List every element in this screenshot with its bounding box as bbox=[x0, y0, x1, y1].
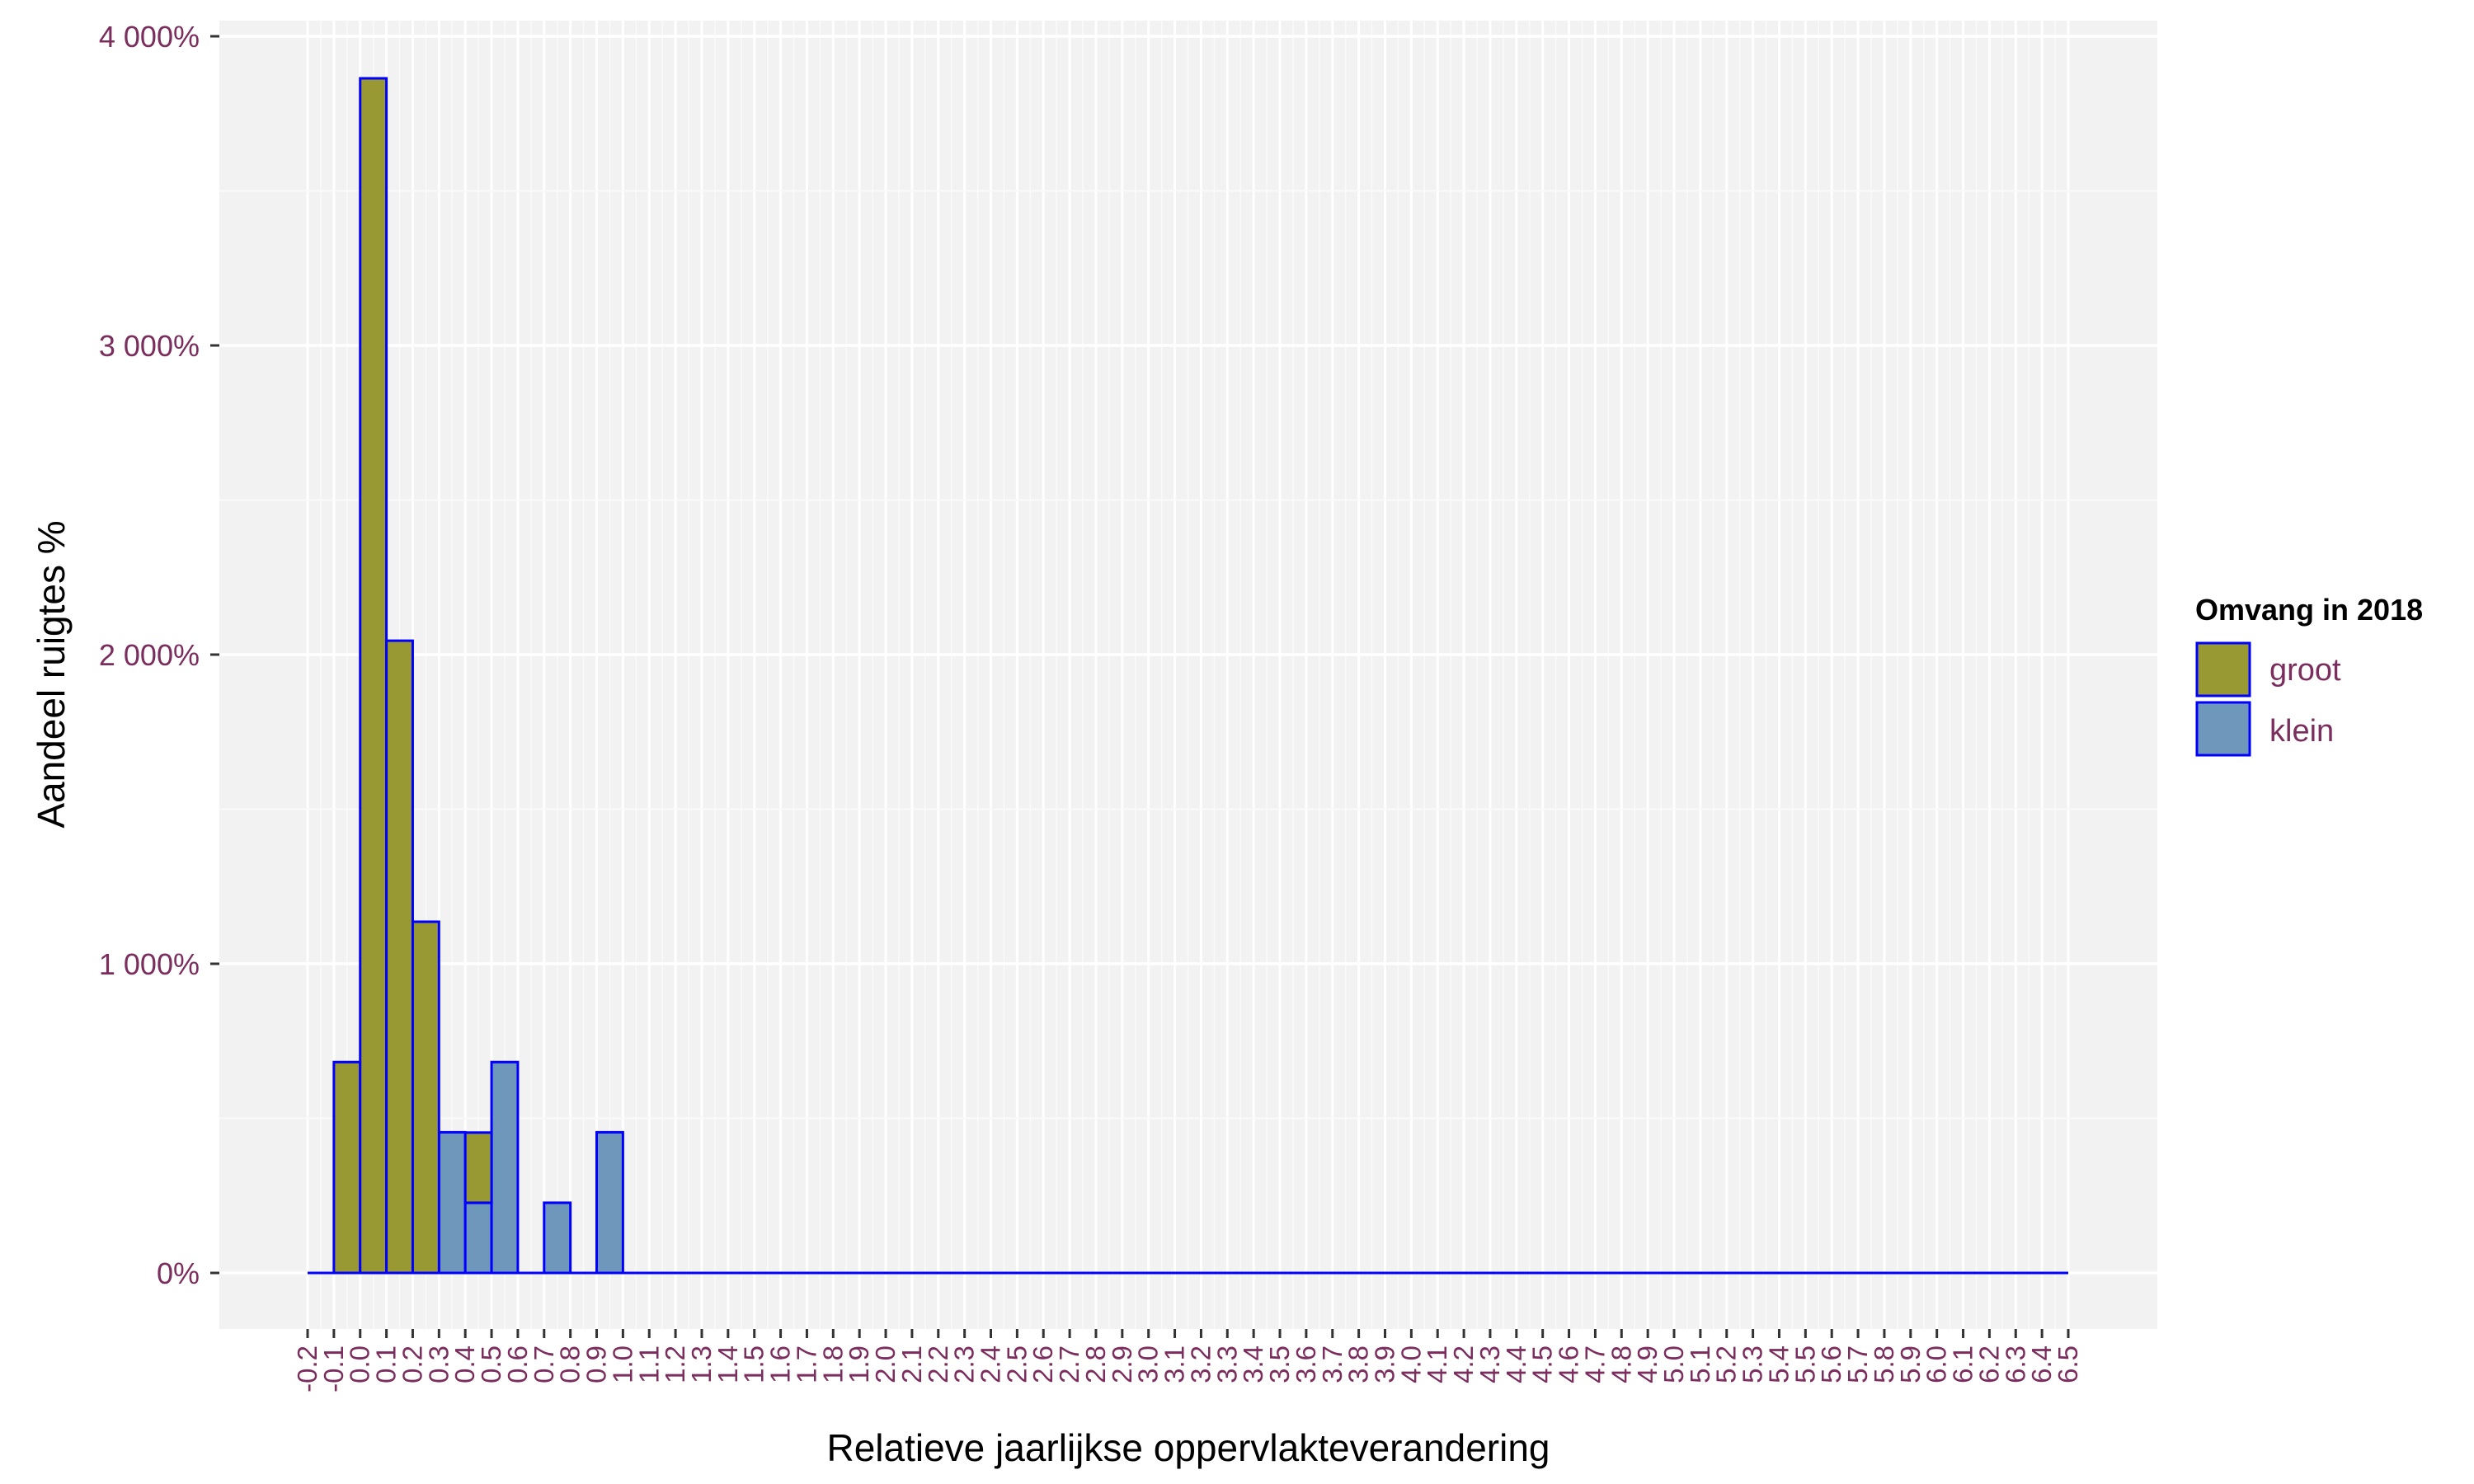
x-tick-label: 1.6 bbox=[765, 1345, 796, 1383]
x-tick-label: 5.7 bbox=[1842, 1345, 1873, 1383]
bar-groot bbox=[359, 77, 388, 1275]
x-tick-label: -0.1 bbox=[318, 1345, 349, 1392]
x-tick-label: 0.5 bbox=[476, 1345, 506, 1383]
axes: 0% 1 000% 2 000% 3 000% 4 000% -0.2-0.10.00.1… bbox=[99, 20, 2083, 1392]
x-tick-label: 0.9 bbox=[581, 1345, 612, 1383]
x-tick-label: 2.3 bbox=[949, 1345, 980, 1383]
x-tick-label: 6.5 bbox=[2053, 1345, 2083, 1383]
x-tick-label: 4.7 bbox=[1579, 1345, 1610, 1383]
x-tick-label: 4.3 bbox=[1475, 1345, 1505, 1383]
x-tick-label: 5.3 bbox=[1738, 1345, 1768, 1383]
x-tick-label: 0.0 bbox=[345, 1345, 375, 1383]
legend-label-groot: groot bbox=[2269, 653, 2341, 688]
x-tick-label: 5.9 bbox=[1895, 1345, 1926, 1383]
x-tick-label: 0.7 bbox=[529, 1345, 559, 1383]
bar-klein bbox=[463, 1201, 493, 1275]
x-tick-label: 3.1 bbox=[1159, 1345, 1190, 1383]
x-tick-label: 5.2 bbox=[1711, 1345, 1742, 1383]
x-tick-label: 1.8 bbox=[817, 1345, 848, 1383]
x-tick-label: 4.9 bbox=[1632, 1345, 1663, 1383]
x-tick-label: 2.7 bbox=[1054, 1345, 1084, 1383]
x-tick-label: 4.0 bbox=[1395, 1345, 1426, 1383]
x-tick-label: 1.3 bbox=[686, 1345, 717, 1383]
x-tick-label: 4.2 bbox=[1448, 1345, 1479, 1383]
bar-klein bbox=[595, 1130, 624, 1275]
bar-groot bbox=[385, 639, 414, 1275]
x-tick-label: 0.1 bbox=[371, 1345, 402, 1383]
x-tick-label: 3.8 bbox=[1343, 1345, 1374, 1383]
bars bbox=[308, 77, 2068, 1275]
x-tick-label: 0.2 bbox=[397, 1345, 427, 1383]
x-tick-label: 6.4 bbox=[2026, 1345, 2057, 1383]
x-tick-label: 3.3 bbox=[1211, 1345, 1242, 1383]
y-axis-title: Aandeel ruigtes % bbox=[30, 520, 73, 828]
x-tick-label: 5.6 bbox=[1816, 1345, 1846, 1383]
x-tick-label: 1.5 bbox=[739, 1345, 769, 1383]
bar-klein bbox=[437, 1130, 467, 1275]
x-tick-label: 2.0 bbox=[870, 1345, 901, 1383]
x-tick-label: 3.7 bbox=[1317, 1345, 1348, 1383]
x-tick-label: 0.8 bbox=[555, 1345, 586, 1383]
x-tick-label: 1.7 bbox=[791, 1345, 821, 1383]
x-tick-label: 1.1 bbox=[633, 1345, 664, 1383]
x-tick-label: 1.4 bbox=[713, 1345, 743, 1383]
x-tick-label: 2.5 bbox=[1001, 1345, 1032, 1383]
legend-key-groot bbox=[2195, 641, 2251, 697]
x-tick-label: 0.3 bbox=[423, 1345, 454, 1383]
x-tick-label: 1.9 bbox=[844, 1345, 874, 1383]
x-tick-label: 2.1 bbox=[896, 1345, 927, 1383]
x-tick-label: 5.1 bbox=[1685, 1345, 1715, 1383]
x-tick-label: 0.4 bbox=[449, 1345, 480, 1383]
x-tick-label: 3.6 bbox=[1291, 1345, 1321, 1383]
x-tick-label: 5.8 bbox=[1869, 1345, 1899, 1383]
x-tick-label: 2.8 bbox=[1080, 1345, 1111, 1383]
bar-klein bbox=[490, 1060, 520, 1275]
x-tick-label: 1.0 bbox=[607, 1345, 637, 1383]
legend: Omvang in 2018 groot klein bbox=[2195, 593, 2423, 757]
x-tick-label: 5.5 bbox=[1790, 1345, 1820, 1383]
x-tick-label: 5.0 bbox=[1658, 1345, 1689, 1383]
x-tick-label: 4.6 bbox=[1554, 1345, 1584, 1383]
x-tick-label: 4.8 bbox=[1606, 1345, 1636, 1383]
y-tick-label: 2 000% bbox=[99, 638, 200, 672]
x-tick-label: 2.9 bbox=[1107, 1345, 1137, 1383]
y-tick-label: 1 000% bbox=[99, 947, 200, 981]
bar-klein bbox=[543, 1201, 572, 1275]
y-tick-label: 4 000% bbox=[99, 20, 200, 54]
legend-label-klein: klein bbox=[2269, 714, 2334, 749]
bar-groot bbox=[411, 920, 440, 1275]
x-tick-label: 6.2 bbox=[1973, 1345, 2004, 1383]
x-tick-label: 3.9 bbox=[1369, 1345, 1399, 1383]
x-tick-label: 3.4 bbox=[1238, 1345, 1268, 1383]
x-tick-label: 2.6 bbox=[1028, 1345, 1058, 1383]
y-tick-label: 0% bbox=[157, 1256, 200, 1290]
x-tick-label: 6.0 bbox=[1921, 1345, 1952, 1383]
x-tick-label: 2.2 bbox=[923, 1345, 953, 1383]
legend-key-klein bbox=[2195, 701, 2251, 757]
x-tick-label: 2.4 bbox=[976, 1345, 1006, 1383]
x-tick-label: -0.2 bbox=[292, 1345, 322, 1392]
bar-groot bbox=[332, 1060, 362, 1275]
x-axis-title: Relatieve jaarlijkse oppervlakteverander… bbox=[826, 1426, 1550, 1469]
x-tick-label: 3.0 bbox=[1133, 1345, 1164, 1383]
x-tick-label: 6.1 bbox=[1948, 1345, 1978, 1383]
x-tick-label: 4.4 bbox=[1501, 1345, 1531, 1383]
x-tick-label: 3.5 bbox=[1264, 1345, 1295, 1383]
legend-title: Omvang in 2018 bbox=[2195, 593, 2423, 627]
x-tick-label: 1.2 bbox=[660, 1345, 690, 1383]
y-tick-label: 3 000% bbox=[99, 329, 200, 363]
x-tick-label: 6.3 bbox=[2000, 1345, 2030, 1383]
x-tick-label: 3.2 bbox=[1185, 1345, 1216, 1383]
x-tick-label: 4.5 bbox=[1527, 1345, 1558, 1383]
x-tick-label: 0.6 bbox=[502, 1345, 533, 1383]
x-tick-label: 5.4 bbox=[1763, 1345, 1794, 1383]
x-tick-label: 4.1 bbox=[1422, 1345, 1452, 1383]
bar-groot bbox=[463, 1131, 493, 1205]
